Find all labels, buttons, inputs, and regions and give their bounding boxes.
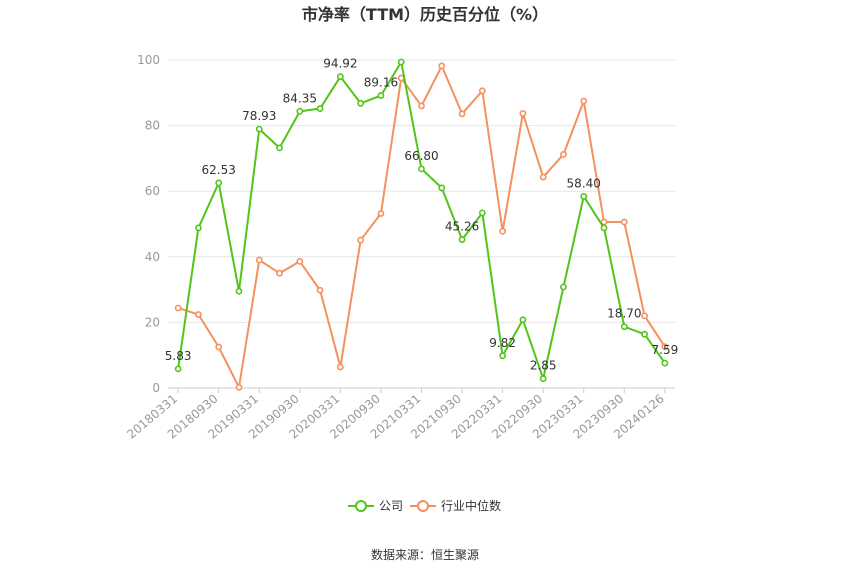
data-label: 84.35	[283, 91, 317, 105]
industry-median-point	[195, 311, 202, 318]
data-label: 58.40	[567, 176, 601, 190]
chart-title: 市净率（TTM）历史百分位（%）	[302, 5, 548, 24]
data-label: 9.82	[489, 336, 516, 350]
company-point	[276, 144, 283, 152]
company-point	[397, 58, 405, 66]
legend-marker-icon	[355, 500, 367, 512]
company-point	[255, 125, 263, 133]
y-tick-label: 80	[145, 119, 160, 133]
company-point	[539, 375, 547, 383]
company-point	[336, 73, 344, 81]
industry-median-point	[174, 304, 182, 312]
industry-median-point	[377, 210, 385, 217]
company-point	[519, 316, 527, 324]
company-point	[195, 224, 202, 232]
company-point	[418, 165, 425, 173]
company-point	[174, 365, 182, 373]
data-label: 78.93	[242, 109, 276, 123]
industry-median-point	[235, 383, 243, 391]
industry-median-point	[661, 343, 669, 351]
company-point	[438, 184, 446, 192]
company-point	[215, 179, 223, 187]
data-label: 18.70	[607, 307, 641, 321]
industry-median-point	[519, 110, 527, 117]
industry-median-point	[580, 97, 588, 105]
company-point	[580, 193, 588, 200]
data-label: 45.26	[445, 220, 479, 234]
legend-label: 行业中位数	[441, 498, 501, 513]
data-label: 2.85	[530, 359, 557, 373]
series-layer	[174, 58, 669, 391]
industry-median-point	[276, 269, 283, 277]
y-tick-label: 0	[152, 381, 160, 395]
axis-layer: 0204060801002018033120180930201903312019…	[124, 53, 675, 442]
company-point	[641, 330, 648, 338]
industry-median-point	[641, 312, 648, 320]
industry-median-point	[336, 363, 344, 371]
company-point	[235, 287, 243, 295]
industry-median-point	[255, 256, 263, 264]
company-point	[296, 107, 304, 115]
company-point	[600, 224, 608, 232]
industry-median-point	[499, 227, 507, 235]
company-point	[560, 283, 567, 291]
data-label: 62.53	[202, 163, 236, 177]
legend-item-company[interactable]: 公司	[348, 499, 403, 513]
legend[interactable]: 公司 行业中位数	[348, 498, 501, 513]
industry-median-point	[560, 151, 567, 158]
source-note: 数据来源：恒生聚源	[371, 547, 479, 562]
industry-median-point	[357, 236, 365, 244]
y-tick-label: 40	[145, 250, 160, 264]
legend-marker-icon	[417, 500, 429, 512]
y-tick-label: 20	[145, 315, 160, 329]
data-label: 7.59	[652, 343, 679, 357]
industry-median-point	[620, 218, 628, 226]
company-point	[499, 352, 507, 360]
industry-median-point	[438, 62, 446, 70]
company-point	[357, 99, 365, 107]
industry-median-point	[539, 173, 547, 181]
industry-median-point	[316, 286, 324, 294]
data-label-layer: 5.83 62.53 78.93 84.35 94.92 89.16 66.80 45.26 9…	[165, 57, 678, 373]
company-point	[316, 105, 324, 112]
legend-item-industry-median[interactable]: 行业中位数	[410, 498, 501, 513]
y-tick-label: 100	[137, 53, 160, 67]
data-label: 66.80	[404, 149, 438, 163]
data-label: 5.83	[165, 349, 192, 363]
y-tick-label: 60	[145, 184, 160, 198]
industry-median-point	[418, 102, 425, 110]
industry-median-point	[458, 110, 466, 118]
industry-median-point	[296, 257, 304, 265]
company-point	[478, 209, 486, 217]
legend-label: 公司	[379, 499, 403, 513]
data-label: 94.92	[323, 57, 357, 71]
industry-median-point	[478, 87, 486, 95]
company-point	[458, 236, 466, 243]
data-label: 89.16	[364, 76, 398, 90]
company-point	[377, 92, 385, 99]
company-point	[620, 323, 628, 331]
company-point	[661, 359, 669, 367]
industry-median-point	[215, 343, 223, 351]
